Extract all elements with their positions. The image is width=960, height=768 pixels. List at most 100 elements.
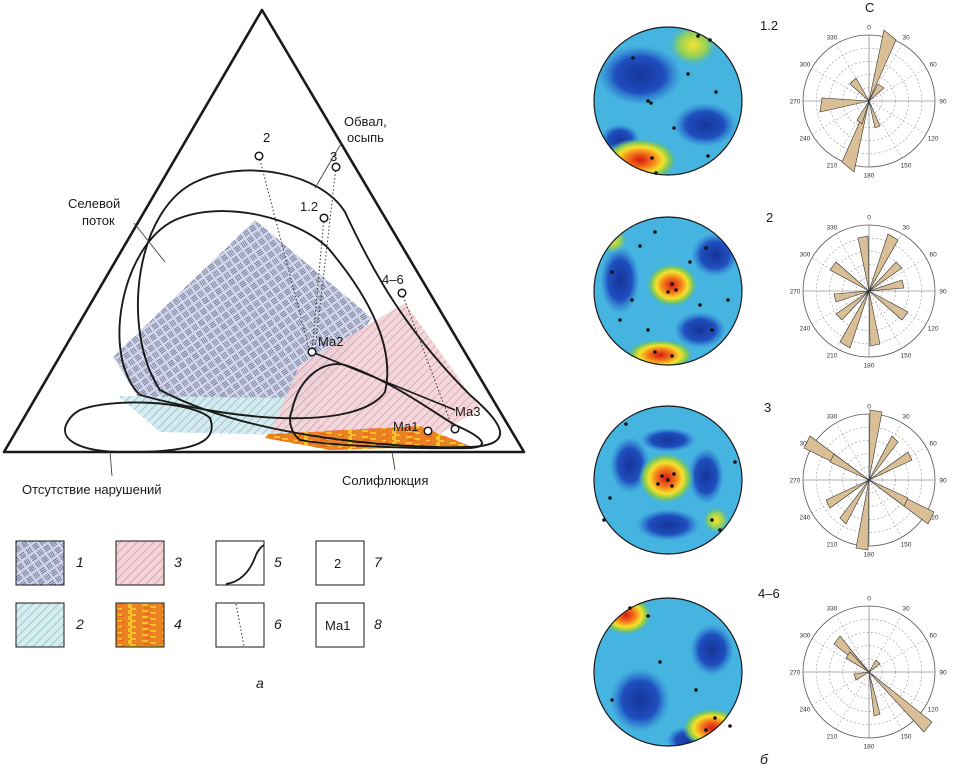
rose-2-petal bbox=[868, 279, 905, 292]
rose-2-petal bbox=[839, 290, 870, 349]
leader-rockfall bbox=[314, 141, 343, 189]
rose-tick-label: 270 bbox=[790, 670, 801, 677]
rose-4-petal bbox=[853, 671, 870, 681]
rose-tick-label: 150 bbox=[901, 163, 912, 170]
rose-tick-label: 30 bbox=[902, 605, 910, 612]
no-disturbance-label: Отсутствие нарушений bbox=[22, 482, 162, 497]
legend-num-4: 4 bbox=[174, 616, 182, 632]
rose-tick-label: 330 bbox=[827, 605, 838, 612]
debris-flow-label-line2: поток bbox=[82, 213, 115, 228]
rose-spoke bbox=[835, 233, 870, 292]
legend-swatch-7 bbox=[315, 540, 365, 586]
rose-tick-label: 60 bbox=[929, 441, 937, 448]
rose-tick-label: 240 bbox=[799, 515, 810, 522]
rose-3-petal bbox=[868, 451, 913, 481]
rose-1-petal bbox=[849, 77, 870, 102]
rose-3-petal bbox=[825, 479, 870, 509]
field-4-orange-texture bbox=[265, 426, 470, 450]
trajectory-2 bbox=[258, 155, 311, 353]
leader-solifluction bbox=[391, 451, 396, 471]
rose-spoke bbox=[868, 100, 903, 159]
rose-2-petal bbox=[857, 235, 870, 292]
rose-1-petal bbox=[819, 97, 870, 113]
rose-spoke bbox=[868, 67, 927, 102]
panel-b-label: б bbox=[760, 751, 769, 767]
rose-tick-label: 240 bbox=[799, 707, 810, 714]
rose-tick-label: 90 bbox=[939, 478, 947, 485]
rose-spoke bbox=[835, 100, 870, 159]
rose-3-petal bbox=[855, 479, 870, 551]
trajectory-3 bbox=[314, 166, 337, 351]
rose-2-petal bbox=[835, 290, 870, 321]
trajectory-lines bbox=[258, 155, 453, 427]
rose-2-petal bbox=[833, 290, 870, 303]
rose-tick-label: 120 bbox=[928, 136, 939, 143]
legend-num-6: 6 bbox=[274, 616, 282, 632]
rose-spoke bbox=[868, 614, 903, 673]
rose-tick-label: 150 bbox=[901, 353, 912, 360]
stereonet-1: 1.2 bbox=[593, 18, 778, 176]
leader-debris-flow bbox=[133, 222, 166, 263]
rose-tick-label: 300 bbox=[799, 252, 810, 259]
rose-tick-label: 0 bbox=[867, 215, 871, 222]
ternary-diagram: 2 3 1.2 4–6 Ма2 Ма1 Ма3 Обвал, осыпь Сел… bbox=[2, 8, 526, 691]
legend-swatch-6 bbox=[215, 602, 265, 648]
legend-swatch-3 bbox=[115, 540, 165, 586]
rose-spoke bbox=[868, 671, 927, 706]
point-46-label: 4–6 bbox=[382, 272, 404, 287]
rose-tick-label: 270 bbox=[790, 99, 801, 106]
rose-3-petal bbox=[868, 409, 883, 481]
rose-tick-label: 330 bbox=[827, 34, 838, 41]
rose-tick-label: 120 bbox=[928, 707, 939, 714]
rose-4-petal bbox=[868, 671, 933, 733]
legend-num-2: 2 bbox=[75, 616, 84, 632]
rose-spoke bbox=[811, 67, 870, 102]
rose-spoke bbox=[835, 422, 870, 481]
rose-3-petal bbox=[829, 453, 870, 481]
point-2-marker bbox=[254, 151, 264, 161]
debris-flow-outer-curve bbox=[137, 169, 502, 449]
rose-diagram-2: 0 30 60 90 120 150 180 210 240 270 300 330 bbox=[790, 215, 947, 370]
legend-sample-example-ma1: Ма1 bbox=[325, 618, 350, 633]
rose-tick-label: 300 bbox=[799, 62, 810, 69]
rose-tick-label: 330 bbox=[827, 224, 838, 231]
rose-tick-label: 90 bbox=[939, 289, 947, 296]
rose-1-petal bbox=[856, 100, 870, 125]
rose-tick-label: 120 bbox=[928, 515, 939, 522]
rose-2-petal bbox=[868, 290, 881, 347]
rose-spoke bbox=[811, 671, 870, 706]
rose-tick-label: 0 bbox=[867, 25, 871, 32]
stereonet-1-label: 1.2 bbox=[760, 18, 778, 33]
rose-tick-label: 30 bbox=[902, 413, 910, 420]
rockfall-label-line1: Обвал, bbox=[344, 114, 387, 129]
legend-swatch-8 bbox=[315, 602, 365, 648]
rose-tick-label: 210 bbox=[827, 734, 838, 741]
legend-num-5: 5 bbox=[274, 554, 282, 570]
rose-tick-label: 180 bbox=[864, 363, 875, 370]
rose-tick-label: 180 bbox=[864, 744, 875, 751]
rose-tick-label: 120 bbox=[928, 326, 939, 333]
point-ma2-marker bbox=[307, 347, 317, 357]
rose-tick-label: 240 bbox=[799, 136, 810, 143]
rose-tick-label: 30 bbox=[902, 224, 910, 231]
rose-tick-label: 90 bbox=[939, 670, 947, 677]
legend-num-1: 1 bbox=[76, 554, 84, 570]
legend-num-8: 8 bbox=[374, 616, 382, 632]
legend-num-7: 7 bbox=[374, 554, 383, 570]
stereonet-2: 2 bbox=[593, 210, 773, 366]
rose-1-petal bbox=[868, 83, 885, 102]
rose-1-petal bbox=[868, 29, 897, 102]
rose-tick-label: 0 bbox=[867, 404, 871, 411]
rose-2-petal bbox=[829, 261, 870, 292]
rose-tick-label: 90 bbox=[939, 99, 947, 106]
panel-b: С 1.2 bbox=[593, 0, 947, 767]
rose-tick-label: 60 bbox=[929, 633, 937, 640]
rose-tick-label: 210 bbox=[827, 163, 838, 170]
rose-tick-label: 30 bbox=[902, 34, 910, 41]
rose-4-petal bbox=[868, 659, 881, 673]
debris-flow-label-line1: Селевой bbox=[68, 196, 120, 211]
rose-spoke bbox=[868, 290, 903, 349]
rose-tick-label: 300 bbox=[799, 441, 810, 448]
stereonet-4: 4–6 bbox=[593, 586, 780, 747]
